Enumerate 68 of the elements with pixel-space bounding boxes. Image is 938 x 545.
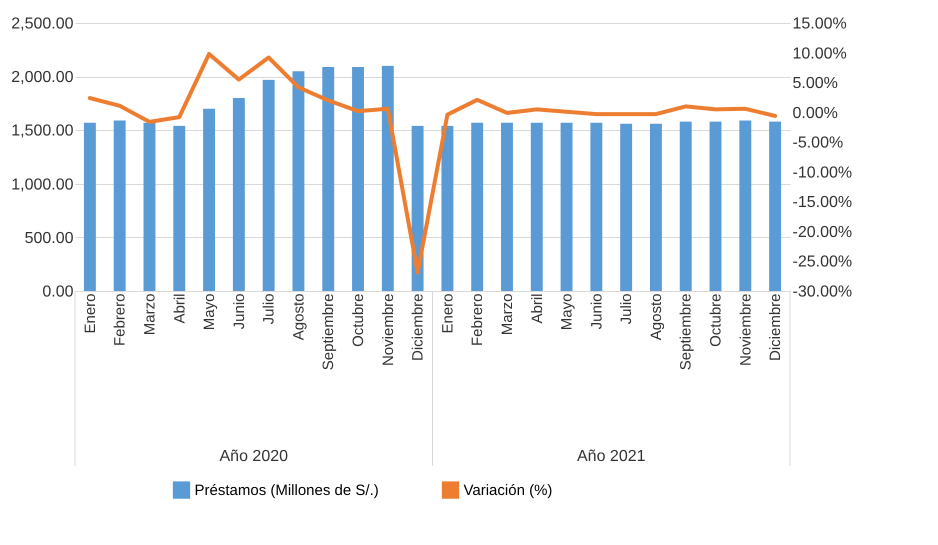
y2-tick-label: -10.00% [792, 164, 852, 182]
x-tick-label: Octubre [708, 294, 725, 347]
text: Año 2021 [576, 448, 646, 465]
x-tick-label: Abril [171, 294, 188, 324]
x-tick-label: Enero [82, 294, 99, 334]
x-tick-label: Junio [588, 294, 606, 330]
bar [620, 124, 632, 291]
x-tick-label: Abril [528, 294, 546, 324]
y-tick-label: 2,500.00 [11, 16, 74, 32]
x-tick-label: Marzo [498, 294, 516, 336]
bar [173, 126, 186, 291]
y2-tick-label: -30.00% [792, 284, 852, 300]
x-tick-label: Julio [260, 294, 278, 324]
bar [769, 122, 782, 291]
bar [739, 120, 752, 291]
x-tick-label: Octubre [350, 294, 368, 347]
y-tick-label: 1,000.00 [11, 176, 74, 194]
x-tick-label: Diciembre [767, 294, 784, 362]
x-tick-label: Enero [439, 294, 456, 334]
x-tick-label: Septiembre [678, 294, 695, 370]
bar [530, 122, 543, 291]
bar [352, 66, 364, 291]
x-tick-label: Noviembre [737, 294, 754, 366]
x-tick-label: Marzo [141, 294, 158, 336]
legend-label: Préstamos (Millones de S/.) [194, 482, 379, 500]
x-tick-label: Septiembre [320, 294, 338, 370]
x-tick-label: Febrero [112, 294, 129, 346]
bar [382, 66, 394, 291]
bar [84, 122, 96, 291]
bar [650, 124, 662, 291]
x-tick-label: Agosto [648, 294, 665, 340]
x-tick-label: Mayo [558, 294, 576, 330]
y-tick-label: 1,500.00 [11, 122, 74, 140]
bar [710, 122, 722, 291]
x-tick-label: Agosto [290, 294, 308, 340]
y-tick-label: 500.00 [24, 230, 74, 247]
bar [590, 122, 602, 291]
y2-tick-label: -20.00% [792, 224, 852, 241]
y-tick-label: 2,000.00 [11, 69, 74, 86]
x-tick-label: Junio [230, 294, 248, 330]
bar [501, 122, 513, 291]
bar [680, 122, 692, 291]
text: Año 2020 [219, 448, 288, 465]
bar [322, 66, 334, 291]
bar [471, 122, 484, 291]
y2-tick-label: 15.00% [792, 16, 847, 32]
bar [144, 122, 156, 291]
bar [292, 71, 304, 291]
bar [560, 122, 573, 291]
x-tick-label: Noviembre [380, 294, 397, 366]
bar [441, 126, 454, 291]
bar [114, 120, 126, 291]
y-tick-label: 0.00 [42, 284, 74, 300]
y2-tick-label: -25.00% [792, 254, 852, 271]
x-tick-label: Mayo [201, 294, 218, 330]
y2-tick-label: -15.00% [792, 194, 852, 212]
x-tick-label: Julio [618, 294, 636, 324]
bar [232, 98, 245, 291]
y2-tick-label: -5.00% [792, 134, 844, 152]
y2-tick-label: 10.00% [792, 45, 847, 62]
y2-tick-label: 0.00% [792, 104, 838, 122]
line-series [88, 52, 778, 275]
bar [203, 108, 216, 291]
x-tick-label: Diciembre [410, 294, 427, 362]
y2-tick-label: 5.00% [792, 75, 838, 92]
bar [262, 80, 275, 291]
legend-label: Variación (%) [464, 482, 552, 500]
x-tick-label: Febrero [469, 294, 486, 346]
